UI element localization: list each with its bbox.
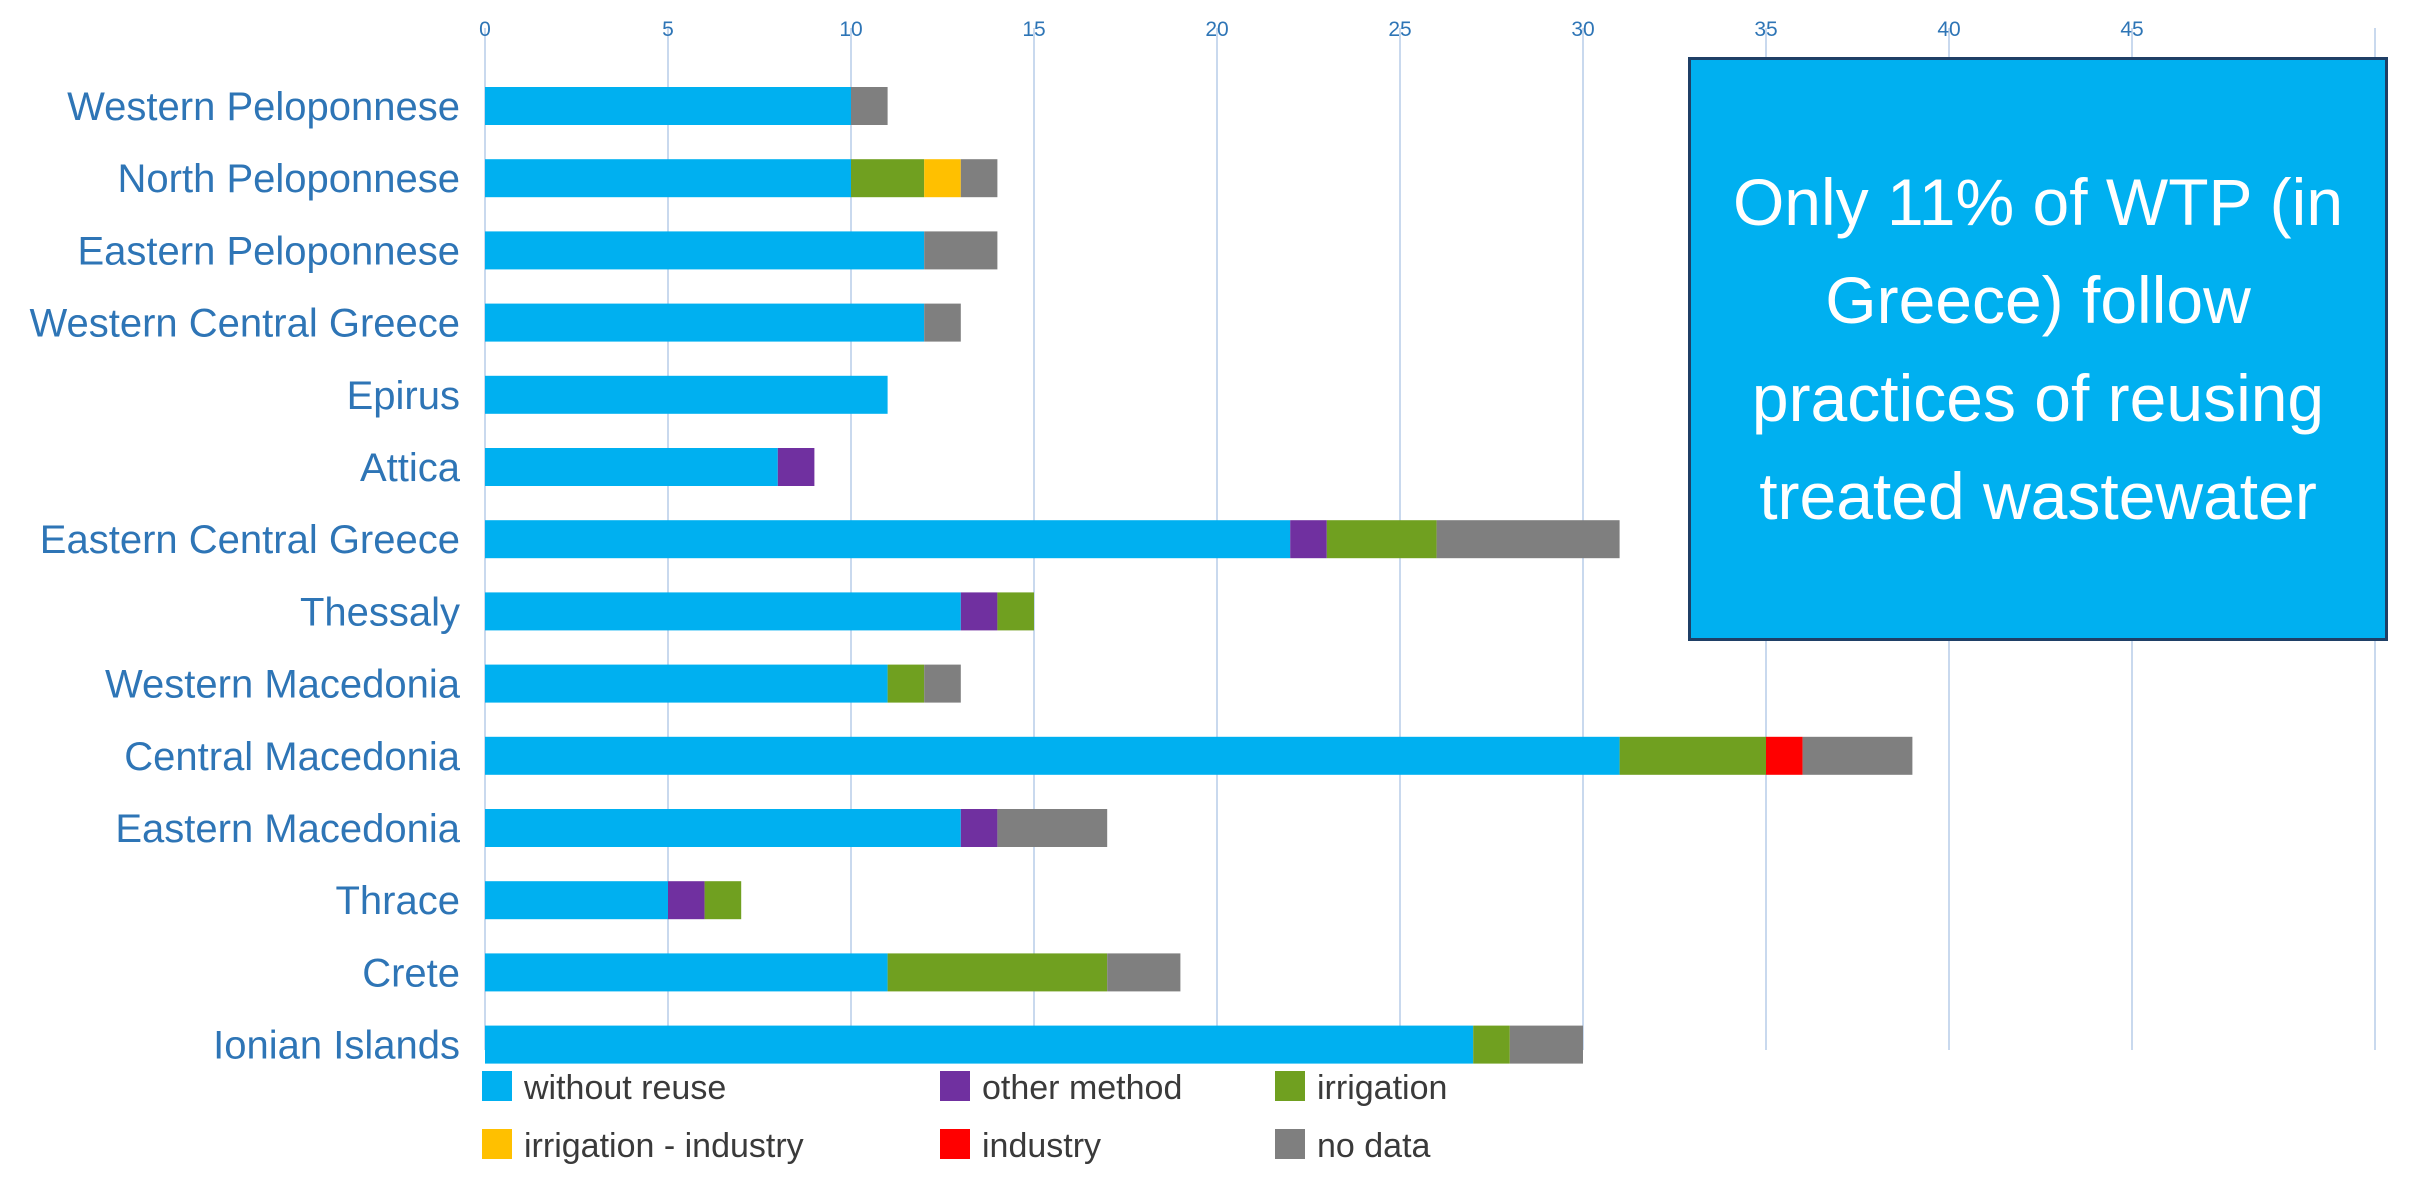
bar-segment-without-reuse <box>485 881 668 920</box>
bar-segment-irrigation <box>851 159 925 198</box>
legend-label: without reuse <box>523 1069 726 1107</box>
legend: without reuse other method irrigation irrig… <box>482 1069 1447 1165</box>
category-label: Western Central Greece <box>29 302 460 346</box>
category-label: Thrace <box>336 879 461 923</box>
x-tick-label: 5 <box>662 18 674 41</box>
bar-segment-other-method <box>960 809 998 847</box>
category-label: Central Macedonia <box>124 735 460 779</box>
category-label: Western Macedonia <box>105 663 461 707</box>
legend-swatch <box>1275 1071 1305 1101</box>
legend-label: no data <box>1317 1127 1431 1165</box>
bar-segment-industry <box>1766 736 1803 775</box>
legend-label: industry <box>982 1127 1101 1165</box>
bar-segment-without-reuse <box>485 159 851 198</box>
x-tick-label: 15 <box>1022 18 1045 41</box>
category-label: Epirus <box>347 374 460 418</box>
bar-segment-no-data <box>960 159 998 198</box>
x-tick-label: 35 <box>1754 18 1777 41</box>
bar-segment-without-reuse <box>485 736 1620 775</box>
bar-segment-without-reuse <box>485 231 925 270</box>
bar-segment-without-reuse <box>485 303 925 342</box>
bar-segment-irrigation <box>1326 520 1437 559</box>
bar-segment-without-reuse <box>485 375 888 414</box>
bar-segment-no-data <box>1436 520 1620 559</box>
bar-segment-irrigation-industry <box>924 159 961 198</box>
category-labels: Western Peloponnese North Peloponnese East… <box>29 85 460 1068</box>
category-label: North Peloponnese <box>118 157 460 201</box>
x-tick-label: 10 <box>839 18 862 41</box>
bar-segment-other-method <box>777 448 815 486</box>
category-label: Eastern Peloponnese <box>78 229 461 273</box>
legend-swatch <box>482 1071 512 1101</box>
bar-segment-irrigation <box>704 881 742 920</box>
bar-segment-no-data <box>1107 953 1181 992</box>
bar-segment-no-data <box>1509 1025 1583 1064</box>
bar-segment-irrigation <box>887 664 925 703</box>
legend-label: irrigation - industry <box>524 1127 804 1165</box>
x-tick-label: 45 <box>2120 18 2143 41</box>
bar-segment-without-reuse <box>485 448 778 486</box>
bar-segment-no-data <box>924 231 998 270</box>
category-label: Eastern Macedonia <box>115 807 460 851</box>
category-label: Ionian Islands <box>213 1024 460 1068</box>
x-tick-label: 30 <box>1571 18 1594 41</box>
annotation-callout: Only 11% of WTP (in Greece) follow pract… <box>1688 57 2388 641</box>
legend-label: other method <box>982 1069 1182 1107</box>
bar-segment-other-method <box>960 592 998 631</box>
bars <box>485 87 1913 1064</box>
bar-segment-no-data <box>924 303 961 342</box>
legend-label: irrigation <box>1317 1069 1447 1107</box>
legend-swatch <box>940 1129 970 1159</box>
bar-segment-without-reuse <box>485 520 1291 559</box>
category-label: Crete <box>362 951 460 995</box>
annotation-text: Only 11% of WTP (in Greece) follow pract… <box>1732 165 2344 533</box>
category-label: Attica <box>360 446 461 490</box>
x-tick-label: 20 <box>1205 18 1228 41</box>
bar-segment-other-method <box>668 881 705 920</box>
bar-segment-without-reuse <box>485 592 961 631</box>
bar-segment-without-reuse <box>485 1025 1474 1064</box>
x-tick-label: 40 <box>1937 18 1960 41</box>
category-label: Eastern Central Greece <box>40 518 460 562</box>
bar-segment-other-method <box>1290 520 1327 559</box>
category-label: Western Peloponnese <box>67 85 460 129</box>
x-tick-label: 0 <box>479 18 491 41</box>
bar-segment-irrigation <box>997 592 1034 631</box>
bar-segment-without-reuse <box>485 953 888 992</box>
bar-segment-without-reuse <box>485 809 961 847</box>
bar-segment-no-data <box>851 87 888 125</box>
legend-swatch <box>1275 1129 1305 1159</box>
x-axis-ticks: 0 5 10 15 20 25 30 35 40 45 <box>479 18 2144 41</box>
bar-segment-irrigation <box>1619 736 1766 775</box>
x-tick-label: 25 <box>1388 18 1411 41</box>
bar-segment-irrigation <box>1473 1025 1510 1064</box>
legend-swatch <box>940 1071 970 1101</box>
bar-segment-no-data <box>924 664 961 703</box>
legend-swatch <box>482 1129 512 1159</box>
bar-segment-irrigation <box>887 953 1108 992</box>
bar-segment-no-data <box>997 809 1108 847</box>
bar-segment-no-data <box>1802 736 1913 775</box>
bar-segment-without-reuse <box>485 87 851 125</box>
category-label: Thessaly <box>300 590 460 634</box>
bar-segment-without-reuse <box>485 664 888 703</box>
